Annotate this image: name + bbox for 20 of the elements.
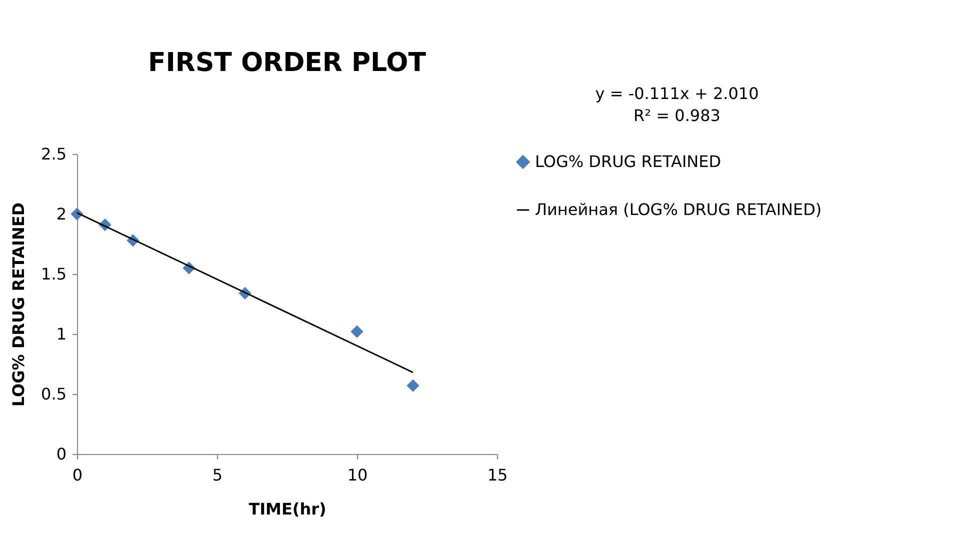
point	[70, 208, 84, 220]
text: R² = 0.983	[634, 106, 720, 125]
y-tick-label: 2	[56, 204, 66, 224]
point	[350, 325, 364, 338]
y-tick-label: 0	[56, 444, 66, 464]
legend-label: Линейная (LOG% DRUG RETAINED)	[535, 200, 822, 219]
y-tick-label: 0.5	[41, 384, 66, 404]
x-axis-title: TIME(hr)	[248, 500, 326, 518]
x-tick-label: 0	[72, 466, 83, 484]
text: y = -0.111x + 2.010	[595, 84, 759, 103]
y-tick-label: 1	[56, 324, 66, 344]
x-tick-label: 15	[487, 466, 508, 484]
y-axis-title: LOG% DRUG RETAINED	[9, 202, 28, 407]
y-tick-label: 1.5	[41, 264, 66, 284]
x-tick-label: 10	[347, 466, 368, 484]
legend-label: LOG% DRUG RETAINED	[535, 152, 722, 171]
x-tick-label: 5	[212, 466, 223, 484]
point	[406, 379, 420, 392]
y-tick-label: 2.5	[41, 144, 66, 164]
chart-title: FIRST ORDER PLOT	[148, 48, 426, 78]
